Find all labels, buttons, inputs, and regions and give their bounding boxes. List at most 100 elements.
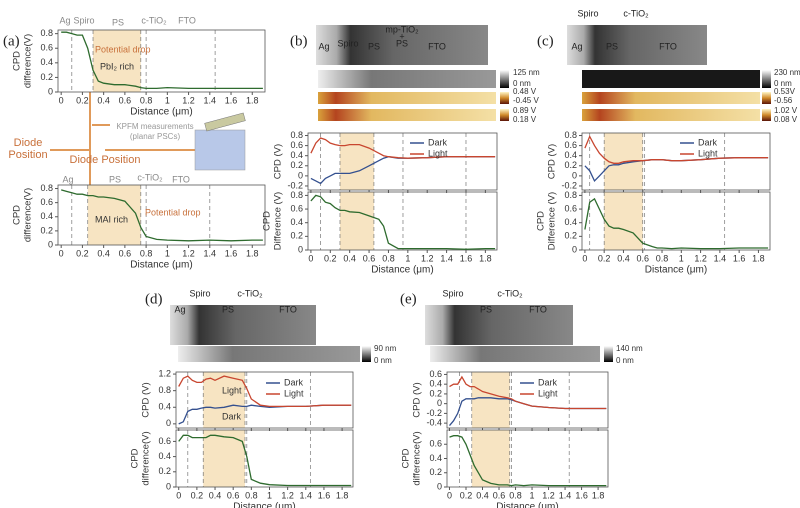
x-tick-label: 0.4 xyxy=(343,253,356,263)
layer-label: Ag xyxy=(59,15,70,25)
y-tick-label: 0.4 xyxy=(40,57,53,67)
layer-label: Ag xyxy=(62,174,73,184)
y-axis-label: CPD xyxy=(536,211,547,231)
legend-label: Dark xyxy=(284,377,304,387)
x-tick-label: 1.8 xyxy=(246,95,259,105)
scale-label: 0.89 V xyxy=(513,106,537,115)
plot-frame xyxy=(57,29,266,93)
series-line xyxy=(61,31,263,90)
series-line xyxy=(310,137,496,159)
y-tick-label: 0.4 xyxy=(158,451,171,461)
x-tick-label: 0.6 xyxy=(493,490,506,500)
y-tick-label: 0.2 xyxy=(564,160,577,170)
x-axis-label: Distance (μm) xyxy=(130,107,192,118)
scale-label: 0.18 V xyxy=(513,115,537,124)
y-tick-label: 0 xyxy=(48,86,53,96)
x-tick-label: 1.8 xyxy=(752,253,765,263)
x-tick-label: 0.2 xyxy=(191,490,204,500)
x-tick-label: 1.8 xyxy=(479,253,492,263)
y-axis-label: CPD (V) xyxy=(412,382,423,417)
x-tick-label: 1.4 xyxy=(440,253,453,263)
series-line xyxy=(178,434,352,487)
y-tick-label: -0.4 xyxy=(426,418,442,428)
legend-label: Light xyxy=(284,388,304,398)
y-tick-label: 0 xyxy=(298,170,303,180)
x-tick-label: 1.2 xyxy=(694,253,707,263)
layer-label: Spiro xyxy=(189,288,210,298)
shade xyxy=(203,372,245,428)
y-tick-label: 0.4 xyxy=(429,453,442,463)
layer-label: Ag xyxy=(571,41,582,51)
layer-label: c-TiO₂ xyxy=(497,288,523,298)
scale-label: 125 nm xyxy=(513,68,540,77)
layer-label: mp-TiO₂ xyxy=(385,24,419,34)
legend-label: Light xyxy=(538,388,558,398)
x-tick-label: 0.4 xyxy=(476,490,489,500)
layer-label: FTO xyxy=(279,304,297,314)
x-tick-label: 1.2 xyxy=(182,248,195,258)
shade xyxy=(87,185,141,245)
y-tick-label: 0.4 xyxy=(40,211,53,221)
x-axis-label: Distance (μm) xyxy=(496,502,558,508)
x-tick-label: 0.2 xyxy=(460,490,473,500)
x-tick-label: 1.4 xyxy=(559,490,572,500)
x-tick-label: 1.4 xyxy=(714,253,727,263)
y-tick-label: 0 xyxy=(437,398,442,408)
x-tick-label: 1.6 xyxy=(575,490,588,500)
layer-label: Spiro xyxy=(337,38,358,48)
x-tick-label: 0.8 xyxy=(140,248,153,258)
y-tick-label: 0 xyxy=(572,170,577,180)
y-axis-label: CPD (V) xyxy=(141,382,152,417)
x-tick-label: 1 xyxy=(165,248,170,258)
layer-label: c-TiO₂ xyxy=(237,288,263,298)
shade xyxy=(604,192,643,250)
y-tick-label: 0.2 xyxy=(290,231,303,241)
shade xyxy=(471,372,510,428)
scale-label: -0.45 V xyxy=(513,96,539,105)
annotation: Potential drop xyxy=(95,44,151,54)
scale-label: -0.56 xyxy=(774,96,793,105)
layer-label: PS xyxy=(112,17,124,27)
x-tick-label: 1 xyxy=(679,253,684,263)
x-tick-label: 1.6 xyxy=(225,95,238,105)
y-tick-label: 0.6 xyxy=(290,140,303,150)
x-tick-label: 0.4 xyxy=(617,253,630,263)
layer-label: PS xyxy=(606,41,618,51)
y-axis-label: difference(V) xyxy=(412,431,423,485)
layer-label: Spiro xyxy=(442,288,463,298)
x-tick-label: 1 xyxy=(267,490,272,500)
series-line xyxy=(178,375,352,408)
x-tick-label: 0 xyxy=(582,253,587,263)
y-tick-label: 0.4 xyxy=(290,217,303,227)
x-axis-label: Distance (μm) xyxy=(130,260,192,271)
x-tick-label: 1.4 xyxy=(204,95,217,105)
y-tick-label: 0.8 xyxy=(40,28,53,38)
y-tick-label: 0.4 xyxy=(564,217,577,227)
y-tick-label: 1.2 xyxy=(158,368,171,378)
x-tick-label: 0.6 xyxy=(119,248,132,258)
y-axis-label: CPD xyxy=(130,448,141,468)
annotation: PbI₂ rich xyxy=(100,61,134,71)
layer-label: FTO xyxy=(178,15,196,25)
x-axis-label: Distance (μm) xyxy=(645,265,707,276)
layer-label: c-TiO₂ xyxy=(141,15,167,25)
x-tick-label: 0.2 xyxy=(76,248,89,258)
x-tick-label: 1.6 xyxy=(733,253,746,263)
x-tick-label: 1.2 xyxy=(281,490,294,500)
x-tick-label: 0.4 xyxy=(209,490,222,500)
x-tick-label: 1.8 xyxy=(336,490,349,500)
layer-label: Ag xyxy=(318,41,329,51)
shade xyxy=(471,430,510,487)
x-tick-label: 0.2 xyxy=(598,253,611,263)
scale-label: 0 nm xyxy=(374,356,392,365)
x-tick-label: 1.2 xyxy=(182,95,195,105)
layer-label: FTO xyxy=(659,41,677,51)
y-tick-label: 0 xyxy=(166,418,171,428)
x-tick-label: 1.8 xyxy=(592,490,605,500)
x-tick-label: 1.4 xyxy=(204,248,217,258)
y-tick-label: 0.2 xyxy=(429,467,442,477)
y-tick-label: 0.6 xyxy=(564,203,577,213)
x-axis-label: Distance (μm) xyxy=(371,265,433,276)
y-tick-label: 0.6 xyxy=(429,369,442,379)
